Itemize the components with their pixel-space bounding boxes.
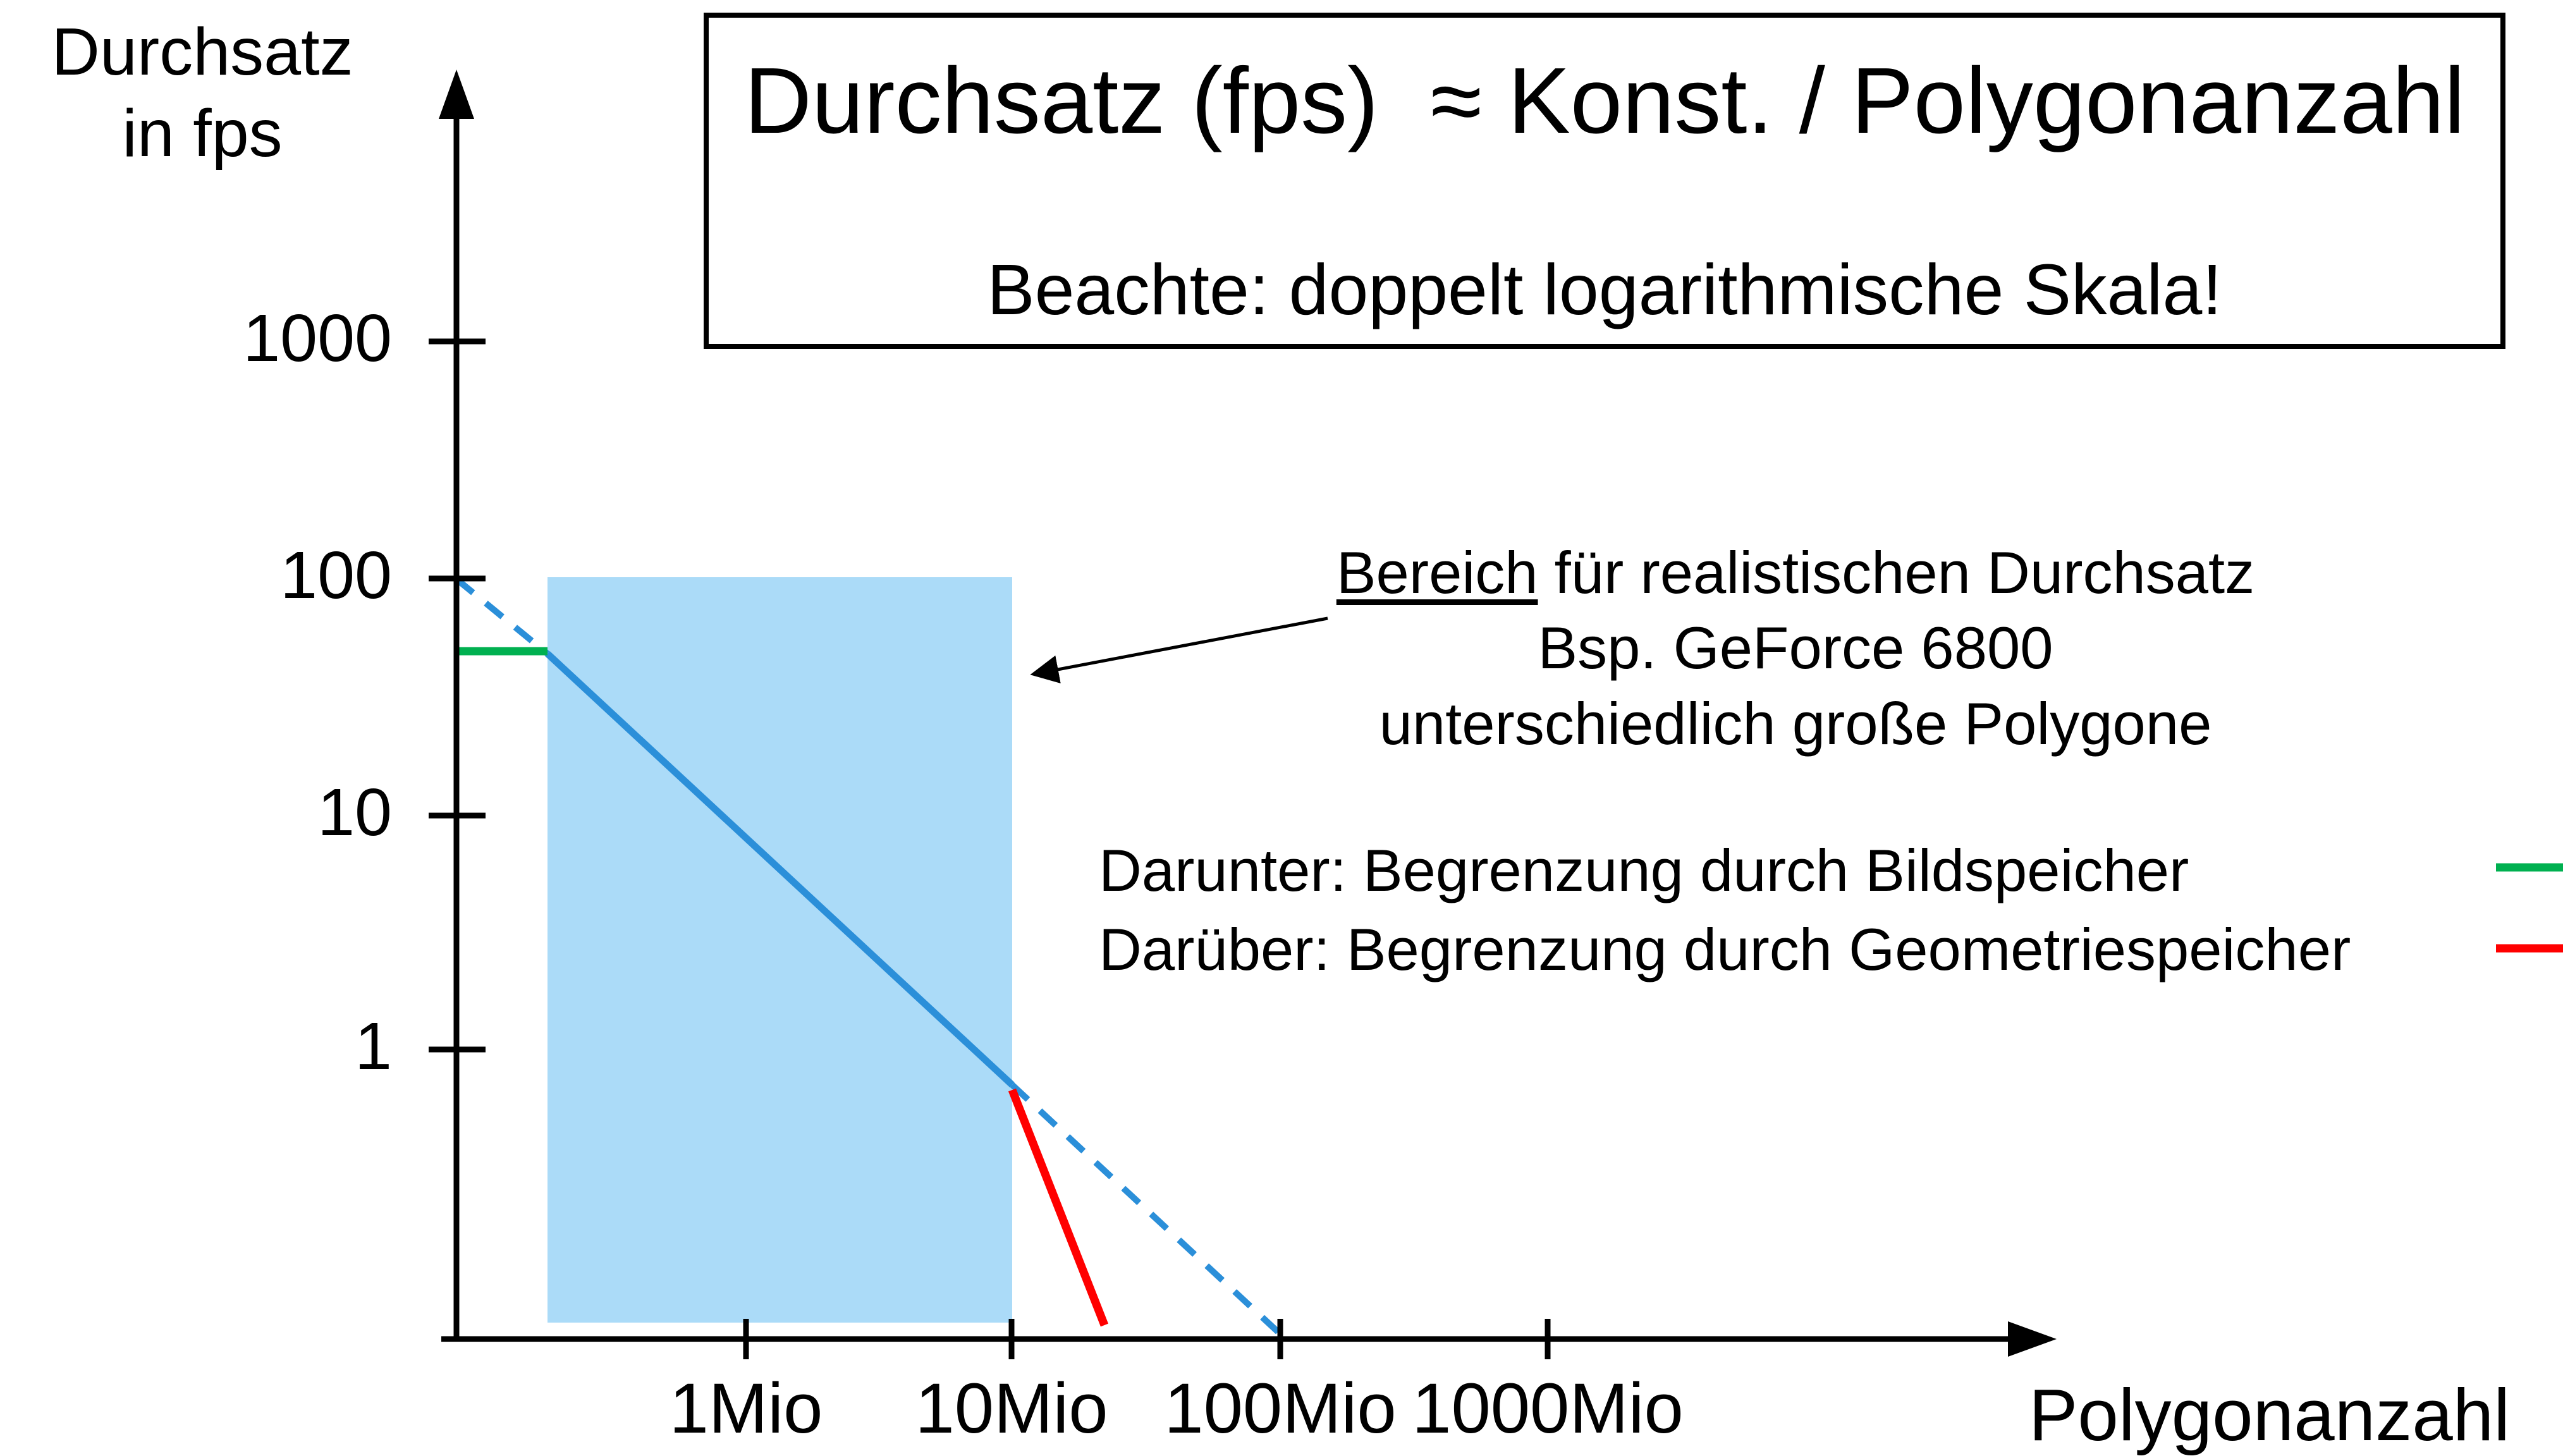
x-tick-label-10mio: 10Mio: [915, 1369, 1108, 1448]
annotation-line3: unterschiedlich große Polygone: [1379, 690, 2212, 757]
y-axis-title-line1: Durchsatz: [51, 15, 353, 89]
x-axis-arrowhead-icon: [2008, 1321, 2057, 1357]
annotation-line1-rest: für realistischen Durchsatz: [1538, 539, 2255, 606]
formula-text: Durchsatz (fps) ≈ Konst. / Polygonanzahl: [744, 49, 2465, 153]
x-tick-label-1000mio: 1000Mio: [1412, 1369, 1684, 1448]
y-tick-label-1000: 1000: [243, 301, 392, 376]
y-axis-title: Durchsatz in fps: [25, 11, 379, 175]
legend-label-bildspeicher: Darunter: Begrenzung durch Bildspeicher: [1099, 837, 2189, 903]
annotation-arrow-icon: [1030, 616, 1328, 683]
annotation-underlined-word: Bereich: [1336, 539, 1538, 606]
throughput-line-dashed-upper: [454, 577, 550, 656]
x-axis-title: Polygonanzahl: [2028, 1374, 2510, 1456]
y-axis-arrowhead-icon: [439, 70, 474, 119]
y-tick-label-1: 1: [355, 1009, 392, 1084]
region-annotation: Bereich für realistischen Durchsatz Bsp.…: [1233, 535, 2358, 761]
y-tick-label-10: 10: [317, 775, 392, 850]
y-axis-title-line2: in fps: [122, 96, 283, 171]
log-scale-note: Beachte: doppelt logarithmische Skala!: [987, 250, 2222, 329]
x-tick-label-100mio: 100Mio: [1164, 1369, 1397, 1448]
annotation-line2: Bsp. GeForce 6800: [1538, 615, 2053, 682]
legend: Darunter: Begrenzung durch Bildspeicher …: [1099, 831, 2351, 989]
realistic-throughput-region: [547, 577, 1012, 1323]
throughput-line-dashed-lower: [1010, 1082, 1283, 1337]
title-box: Durchsatz (fps) ≈ Konst. / Polygonanzahl…: [704, 13, 2505, 349]
y-tick-label-100: 100: [280, 538, 392, 613]
geometriespeicher-limit-line: [1008, 1088, 1109, 1327]
legend-label-geometriespeicher: Darüber: Begrenzung durch Geometriespeic…: [1099, 916, 2351, 983]
throughput-line-solid: [545, 651, 1015, 1088]
x-tick-label-1mio: 1Mio: [669, 1369, 823, 1448]
annotation-line1: Bereich für realistischen Durchsatz: [1233, 535, 2358, 610]
